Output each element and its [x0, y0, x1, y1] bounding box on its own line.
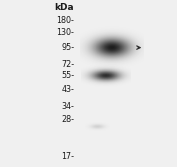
Text: kDa: kDa — [55, 3, 74, 12]
Text: 72-: 72- — [61, 60, 74, 69]
Text: 55-: 55- — [61, 71, 74, 80]
Text: 180-: 180- — [56, 16, 74, 25]
Text: 130-: 130- — [56, 28, 74, 37]
Text: 34-: 34- — [61, 102, 74, 111]
Text: 17-: 17- — [61, 152, 74, 161]
Text: 43-: 43- — [61, 85, 74, 94]
Text: 28-: 28- — [61, 115, 74, 124]
Text: 95-: 95- — [61, 43, 74, 52]
